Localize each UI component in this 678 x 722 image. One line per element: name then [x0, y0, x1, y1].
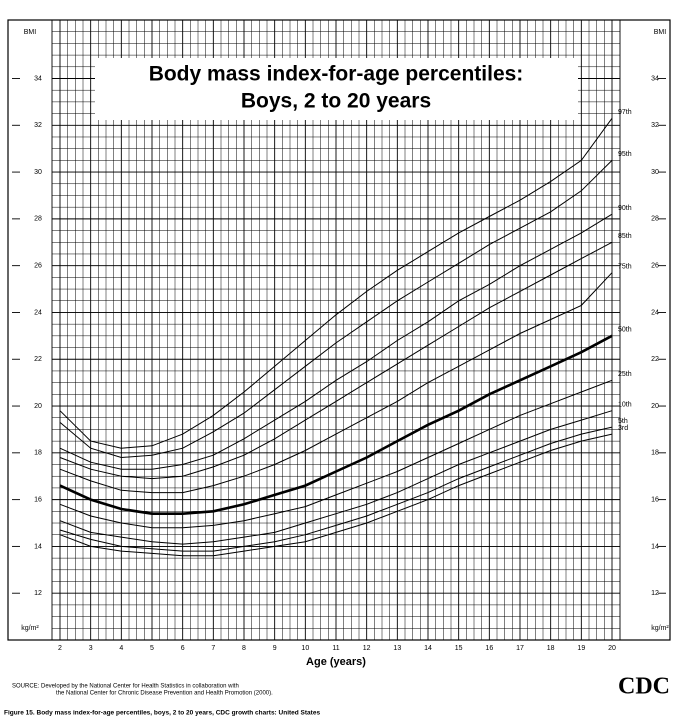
y-axis-label: BMI: [24, 29, 37, 36]
y-tick-label: 34: [34, 75, 42, 82]
x-tick-label: 14: [424, 645, 432, 652]
x-tick-label: 12: [363, 645, 371, 652]
y-tick-label: 30: [34, 169, 42, 176]
percentile-line: [59, 334, 613, 515]
caption: Figure 15. Body mass index-for-age perce…: [4, 710, 320, 717]
x-tick-label: 15: [455, 645, 463, 652]
y-tick-label: 16: [34, 496, 42, 503]
x-tick-label: 17: [516, 645, 524, 652]
y-tick-label: 14: [34, 543, 42, 550]
x-tick-label: 6: [181, 645, 185, 652]
y-tick-label: 12: [651, 590, 659, 597]
percentile-line: [59, 433, 613, 557]
source-text: the National Center for Chronic Disease …: [56, 691, 273, 697]
series-label: 97th: [618, 109, 632, 116]
percentile-line: [59, 160, 613, 459]
series-label: 25th: [618, 371, 632, 378]
y-tick-label: 18: [651, 450, 659, 457]
percentile-line: [59, 272, 613, 494]
y-tick-label: 22: [34, 356, 42, 363]
y-tick-label: 28: [651, 216, 659, 223]
series-label: 50th: [618, 327, 632, 334]
source-text: SOURCE: Developed by the National Center…: [12, 684, 239, 690]
series-label: 10th: [618, 402, 632, 409]
x-tick-label: 11: [332, 645, 339, 652]
y-tick-label: 26: [651, 263, 659, 270]
x-tick-label: 8: [242, 645, 246, 652]
x-tick-label: 5: [150, 645, 154, 652]
y-tick-label: 18: [34, 450, 42, 457]
y-axis-unit: kg/m²: [651, 625, 669, 632]
chart-title: Boys, 2 to 20 years: [241, 90, 431, 113]
x-tick-label: 9: [273, 645, 277, 652]
x-tick-label: 4: [119, 645, 123, 652]
x-tick-label: 20: [608, 645, 616, 652]
y-tick-label: 34: [651, 75, 659, 82]
lines: [59, 118, 613, 557]
series-label: 95th: [618, 151, 632, 158]
y-tick-label: 32: [651, 122, 659, 129]
x-tick-label: 3: [89, 645, 93, 652]
series-label: 90th: [618, 205, 632, 212]
percentile-line: [59, 118, 613, 449]
percentile-line: [59, 241, 613, 480]
percentile-line: [59, 213, 613, 470]
y-tick-label: 16: [651, 496, 659, 503]
title-box: [95, 58, 578, 120]
y-axis-unit: kg/m²: [21, 625, 39, 632]
chart-title: Body mass index-for-age percentiles:: [149, 63, 524, 86]
y-axis-label: BMI: [654, 29, 667, 36]
percentile-line: [59, 410, 613, 545]
logo: CDC: [618, 674, 670, 700]
percentile-line: [59, 426, 613, 552]
y-tick-label: 28: [34, 216, 42, 223]
x-tick-label: 16: [485, 645, 493, 652]
y-tick-label: 20: [651, 403, 659, 410]
y-tick-label: 12: [34, 590, 42, 597]
y-tick-label: 24: [651, 309, 659, 316]
x-tick-label: 7: [211, 645, 215, 652]
percentile-line: [59, 379, 613, 529]
y-tick-label: 22: [651, 356, 659, 363]
x-tick-label: 2: [58, 645, 62, 652]
x-tick-label: 19: [577, 645, 585, 652]
x-axis-label: Age (years): [306, 656, 366, 668]
series-label: 75th: [618, 264, 632, 271]
y-tick-label: 20: [34, 403, 42, 410]
series-label: 85th: [618, 233, 632, 240]
y-tick-label: 14: [651, 543, 659, 550]
x-tick-label: 18: [547, 645, 555, 652]
series-label: 5th: [618, 418, 628, 425]
y-tick-label: 26: [34, 263, 42, 270]
y-tick-label: 32: [34, 122, 42, 129]
y-tick-label: 30: [651, 169, 659, 176]
x-tick-label: 10: [301, 645, 309, 652]
series-label: 3rd: [618, 425, 628, 432]
x-tick-label: 13: [393, 645, 401, 652]
y-tick-label: 24: [34, 309, 42, 316]
